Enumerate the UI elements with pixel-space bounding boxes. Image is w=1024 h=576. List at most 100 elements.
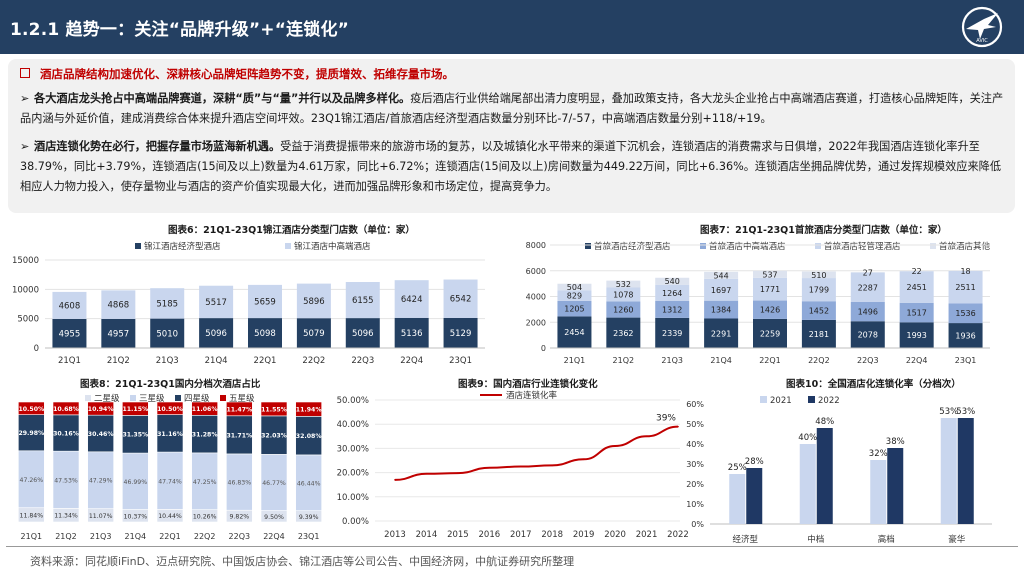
fig7-title: 图表7：21Q1-23Q1首旅酒店分类型门店数（单位：家） <box>700 225 947 236</box>
fig6-ytick-label: 10000 <box>12 285 39 295</box>
fig7-bar-other <box>655 277 690 285</box>
fig7-bar-midhigh <box>948 303 983 324</box>
fig7-data-label: 1771 <box>760 285 780 294</box>
fig8-data-label: 11.94% <box>296 407 322 414</box>
fig7-ytick-label: 2000 <box>526 318 546 327</box>
fig8-data-label: 30.46% <box>88 431 114 438</box>
fig8-data-label: 10.44% <box>158 513 182 520</box>
fig7-data-label: 1452 <box>809 307 829 316</box>
fig7-data-label: 1936 <box>955 332 975 341</box>
fig7-legend-other: 首旅酒店其他 <box>930 240 990 252</box>
fig7-data-label: 2451 <box>906 283 926 292</box>
fig9-data-point <box>519 465 522 468</box>
fig8-data-label: 47.74% <box>158 478 182 485</box>
fig9-data-point <box>614 445 616 447</box>
fig6-data-label: 6155 <box>352 296 374 306</box>
fig6-xtick-label: 21Q3 <box>156 356 179 366</box>
fig7-data-label: 2259 <box>760 329 780 338</box>
fig7-xtick-label: 23Q1 <box>955 356 977 365</box>
fig6-xtick-label: 21Q2 <box>107 356 130 366</box>
fig6-data-label: 5096 <box>205 329 227 339</box>
fig10-data-label: 40% <box>798 433 817 443</box>
point-1-bold: 各大酒店龙头抢占中高端品牌赛道，深耕“质”与“量”并行以及品牌多样化。 <box>34 92 411 105</box>
fig8-data-label: 31.16% <box>157 431 183 438</box>
fig10-data-label: 53% <box>956 407 975 417</box>
fig7-bar-midhigh <box>899 302 934 323</box>
fig10-data-label: 48% <box>815 417 834 427</box>
fig6-data-label: 5129 <box>450 329 472 339</box>
fig8-xtick-label: 21Q4 <box>125 532 147 541</box>
fig7-ytick-label: 6000 <box>526 267 546 276</box>
fig10-data-label: 38% <box>886 437 905 447</box>
fig8-data-label: 10.50% <box>157 406 183 413</box>
fig7-legend-midhigh: 首旅酒店中高端酒店 <box>700 240 786 252</box>
fig10-legend-swatch <box>808 396 815 403</box>
fig8-bar-5star <box>226 401 253 417</box>
fig8-legend-5star: 五星级 <box>220 392 255 404</box>
fig10-bar-2022 <box>816 428 833 524</box>
fig6-bar-economy <box>248 318 282 348</box>
fig7-bar-midhigh <box>704 300 739 319</box>
fig7-xtick-label: 22Q3 <box>857 356 879 365</box>
fig7-bar-other <box>606 280 641 288</box>
fig7-xtick-label: 21Q1 <box>564 356 586 365</box>
fig8-legend-2star: 二星级 <box>85 392 120 404</box>
fig8-data-label: 10.94% <box>88 406 114 413</box>
fig10-xtick-label: 经济型 <box>732 534 758 545</box>
point-2-text: 受益于消费提振带来的旅游市场的复苏，以及城镇化水平带来的渠道下沉机会，连锁酒店的… <box>20 140 1002 193</box>
fig8-xtick-label: 21Q1 <box>21 532 43 541</box>
fig8-data-label: 46.99% <box>124 479 148 486</box>
fig7-bar-economy <box>801 319 836 348</box>
fig7-bar-midhigh <box>655 300 690 318</box>
fig7-data-label: 1496 <box>858 308 878 317</box>
fig10-bar-2021 <box>729 474 746 524</box>
fig7-ytick-label: 0 <box>541 344 546 353</box>
fig7-data-label: 504 <box>567 283 582 292</box>
fig6-bar-midhigh <box>296 283 331 319</box>
fig6-bar-midhigh <box>52 291 87 319</box>
arrow-bullet-icon: ➢ <box>20 92 30 105</box>
fig6-xtick-label: 21Q1 <box>58 356 81 366</box>
summary-point-1: ➢ 各大酒店龙头抢占中高端品牌赛道，深耕“质”与“量”并行以及品牌多样化。疫后酒店… <box>20 89 1010 129</box>
fig6-bar-midhigh <box>150 288 185 319</box>
fig6-legend-midhigh: 锦江酒店中高端酒店 <box>285 240 371 252</box>
fig7-legend-economy: 首旅酒店经济型酒店 <box>585 240 671 252</box>
fig8-data-label: 31.71% <box>226 432 252 439</box>
fig9-xtick-label: 2015 <box>447 530 469 540</box>
fig10-ytick-label: 0% <box>691 520 704 529</box>
fig7-bar-light <box>655 284 690 301</box>
fig6-data-label: 5659 <box>254 297 276 307</box>
fig8-legend-3star: 三星级 <box>130 392 165 404</box>
fig7-data-label: 2454 <box>564 328 584 337</box>
fig7-bar-midhigh <box>606 301 641 318</box>
fig7-xtick-label: 22Q1 <box>759 356 781 365</box>
fig7-bar-economy <box>850 321 885 348</box>
fig9-xtick-label: 2017 <box>510 530 532 540</box>
fig8-data-label: 9.82% <box>230 514 250 521</box>
fig7-legend-light: 首旅酒店轻管理酒店 <box>815 240 901 252</box>
fig6-xtick-label: 21Q4 <box>205 356 228 366</box>
fig6-data-label: 6424 <box>401 295 423 305</box>
fig10-bar-2022 <box>887 448 904 524</box>
fig8-data-label: 47.26% <box>20 477 44 484</box>
fig7-bar-economy <box>606 317 641 348</box>
arrow-bullet-icon: ➢ <box>20 140 30 153</box>
summary-panel <box>8 59 1015 213</box>
fig7-data-label: 1536 <box>955 309 975 318</box>
fig8-bar-5star <box>260 401 288 417</box>
fig7-data-label: 829 <box>567 292 582 301</box>
fig9-xtick-label: 2020 <box>604 530 626 540</box>
fig9-chart: 0.00% 10.00% 20.00% 30.00% 40.00% 50.00% 2013 2… <box>337 390 689 540</box>
fig10-xtick-label: 高档 <box>878 534 895 545</box>
fig7-bar-other <box>801 271 836 279</box>
fig8-bar-4star <box>226 415 253 455</box>
fig8-data-label: 11.06% <box>192 406 218 413</box>
fig8-data-label: 31.35% <box>122 432 148 439</box>
fig8-data-label: 29.98% <box>18 430 44 437</box>
fig7-data-label: 1205 <box>564 305 584 314</box>
fig6-bar-economy <box>150 318 185 348</box>
fig9-ytick-label: 50.00% <box>337 396 369 406</box>
fig10-xtick-label: 豪华 <box>948 534 966 545</box>
fig9-ytick-label: 0.00% <box>342 517 369 527</box>
fig10-data-label: 25% <box>728 463 747 473</box>
